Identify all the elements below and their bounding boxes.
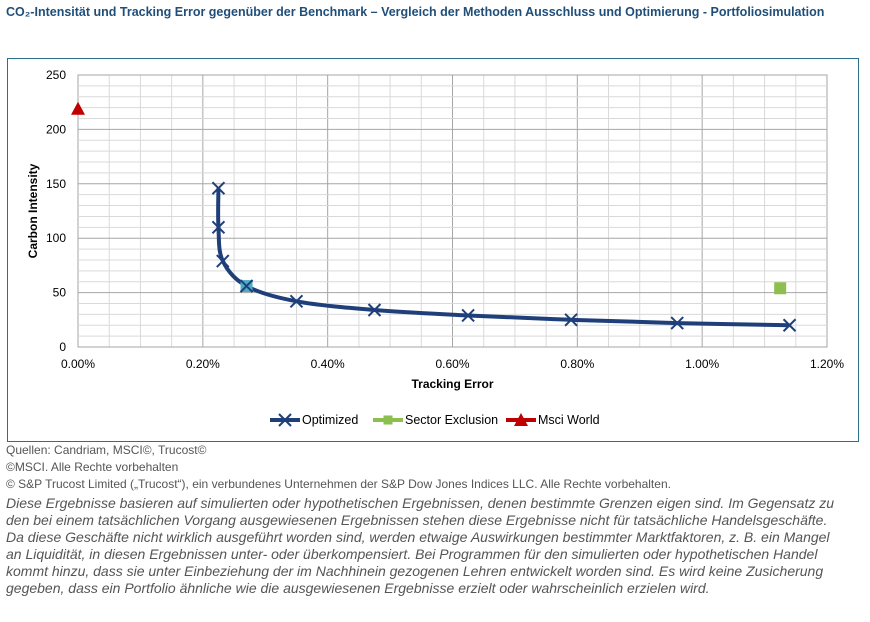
y-tick-label: 200 [46,122,66,136]
data-point-msci-world [71,101,85,115]
source-line-1: Quellen: Candriam, MSCI©, Trucost© [6,443,207,457]
source-line-3: © S&P Trucost Limited („Trucost“), ein v… [6,477,671,491]
legend-marker-msci-world [514,413,528,426]
x-tick-label: 1.00% [685,357,719,371]
x-axis-title: Tracking Error [411,377,493,391]
carbon-tracking-chart: 0.00% 0.20% 0.40% 0.60% 0.80% 1.00% 1.20% 0 50 10… [26,68,844,427]
data-point-optimized [211,181,226,195]
data-point-optimized [289,294,304,309]
grid [77,74,828,348]
x-tick-label: 0.40% [311,357,345,371]
x-tick-label: 0.00% [61,357,95,371]
x-tick-label: 0.80% [560,357,594,371]
chart-container: 0.00% 0.20% 0.40% 0.60% 0.80% 1.00% 1.20% 0 50 10… [7,58,859,442]
legend-label: Optimized [302,413,358,427]
data-point-sector-exclusion [774,282,787,295]
legend: Optimized Sector Exclusion Msci World [270,413,600,427]
data-point-optimized [367,303,382,317]
chart-title: CO₂-Intensität und Tracking Error gegenü… [6,5,825,19]
data-point-optimized [216,254,230,268]
axes: 0.00% 0.20% 0.40% 0.60% 0.80% 1.00% 1.20% 0 50 10… [26,68,844,391]
data-point-optimized [461,308,475,323]
legend-marker-sector-exclusion [383,415,393,425]
legend-label: Msci World [538,413,600,427]
x-tick-label: 0.20% [186,357,220,371]
y-tick-label: 50 [53,286,67,300]
x-tick-label: 0.60% [435,357,469,371]
data-point-optimized [564,313,578,327]
series [71,101,797,332]
y-tick-label: 100 [46,231,66,245]
data-point-optimized [782,318,797,332]
legend-marker-optimized [278,413,292,427]
highlighted-point-marker [239,279,254,293]
source-line-2: ©MSCI. Alle Rechte vorbehalten [6,460,179,474]
disclaimer-text: Diese Ergebnisse basieren auf simulierte… [6,495,835,596]
y-tick-label: 250 [46,68,66,82]
data-point-optimized [211,220,226,235]
data-point-optimized [670,316,684,330]
y-tick-label: 150 [46,177,66,191]
y-axis-title: Carbon Intensity [26,163,40,258]
y-tick-label: 0 [59,340,66,354]
legend-label: Sector Exclusion [405,413,498,427]
x-tick-label: 1.20% [810,357,844,371]
